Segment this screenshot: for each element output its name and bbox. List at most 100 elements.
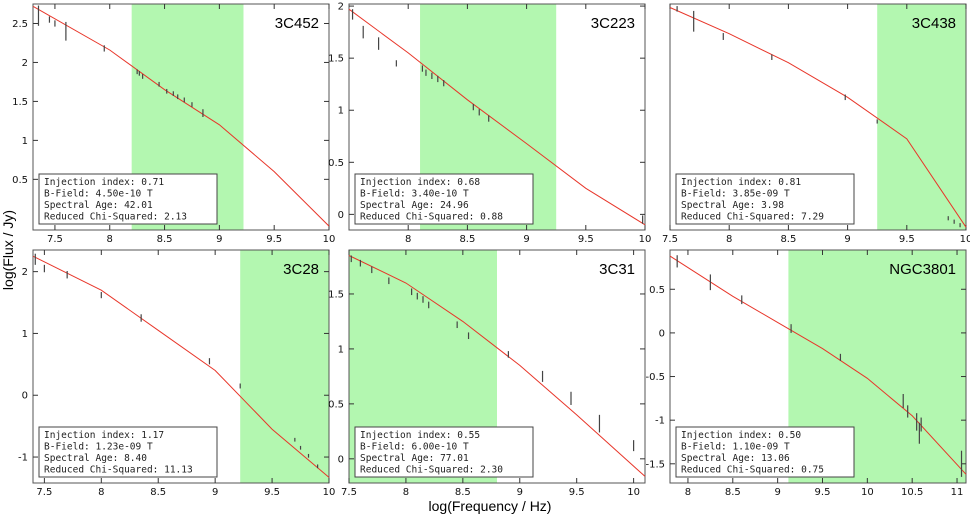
x-tick-label: 8.5 [459, 234, 475, 245]
fit-info-line: Reduced Chi-Squared: 0.75 [681, 465, 824, 476]
x-tick-label: 11 [951, 487, 964, 498]
fit-info-line: Reduced Chi-Squared: 2.13 [44, 212, 187, 223]
x-tick-label: 8 [107, 234, 113, 245]
fit-region-band [240, 250, 329, 483]
panel-frame [669, 3, 967, 231]
panel-frame [348, 3, 646, 231]
panel-frame [32, 3, 330, 231]
panel-title: 3C223 [591, 15, 635, 32]
x-tick-label: 7.5 [47, 234, 63, 245]
panel-3c223: 8 8.5 9 9.5 10 0 0.5 1 1.5 2 3C223 Injection index:… [328, 2, 651, 245]
fit-region-band [877, 4, 966, 230]
y-tick-label: 2.5 [12, 19, 28, 30]
y-tick-label: 0.5 [12, 175, 28, 186]
x-tick-label: 10.5 [901, 487, 923, 498]
x-tick-label: 10 [323, 234, 336, 245]
x-tick-label: 10 [627, 487, 640, 498]
x-tick-label: 9 [523, 234, 529, 245]
panel-frame [669, 249, 967, 484]
y-tick-label: 2 [22, 267, 28, 278]
fit-info-box [354, 426, 534, 478]
fit-info-line: Injection index: 0.55 [360, 430, 480, 441]
panel-title: NGC3801 [889, 261, 956, 278]
y-tick-label: 1.5 [12, 97, 28, 108]
fit-info-line: Reduced Chi-Squared: 0.88 [360, 212, 503, 223]
x-tick-label: 9.5 [578, 234, 594, 245]
fit-info-line: Injection index: 0.81 [681, 177, 801, 188]
fit-info-line: B-Field: 6.00e-10 T [360, 442, 469, 453]
x-tick-label: 7.5 [341, 487, 357, 498]
fit-info-line: Injection index: 1.17 [44, 430, 164, 441]
fit-info-line: B-Field: 4.50e-10 T [44, 189, 153, 200]
panel-3c28: 7.5 8 8.5 9 9.5 10 -1 0 1 2 3C28 Injection index: 1… [18, 249, 336, 498]
model-curve [669, 7, 967, 228]
y-tick-label: -1 [18, 453, 28, 464]
fit-info-line: Injection index: 0.50 [681, 430, 801, 441]
model-curve [32, 255, 330, 478]
model-curve [669, 255, 967, 475]
panel-frame [32, 249, 330, 484]
fit-info-line: Spectral Age: 3.98 [681, 200, 784, 211]
x-tick-label: 9.5 [569, 487, 585, 498]
fit-info-line: B-Field: 3.40e-10 T [360, 189, 469, 200]
x-tick-label: 8.5 [725, 487, 741, 498]
fit-info-box [38, 426, 218, 478]
fit-info-line: Injection index: 0.68 [360, 177, 480, 188]
y-tick-label: 1.5 [328, 54, 344, 65]
model-curve [348, 8, 646, 226]
y-tick-label: 0 [338, 210, 344, 221]
x-tick-label: 9 [774, 487, 780, 498]
fit-info-line: Spectral Age: 42.01 [44, 200, 153, 211]
fit-info-box [38, 173, 218, 225]
x-tick-label: 9 [212, 487, 218, 498]
y-axis-title: log(Flux / Jy) [0, 210, 16, 290]
y-tick-label: -1.5 [645, 459, 665, 470]
x-tick-label: 10 [960, 234, 970, 245]
fit-info-line: Injection index: 0.71 [44, 177, 164, 188]
x-tick-label: 8 [98, 487, 104, 498]
fit-info-box [675, 426, 855, 478]
x-tick-label: 10 [639, 234, 652, 245]
fit-info-box [354, 173, 534, 225]
x-tick-label: 8.5 [157, 234, 173, 245]
fit-info-line: Spectral Age: 8.40 [44, 453, 147, 464]
fit-info-line: Spectral Age: 77.01 [360, 453, 469, 464]
x-tick-label: 9.5 [264, 487, 280, 498]
panel-title: 3C438 [912, 15, 956, 32]
y-tick-label: 0 [659, 328, 665, 339]
y-tick-label: 0.5 [328, 158, 344, 169]
fit-info-line: B-Field: 1.23e-09 T [44, 442, 153, 453]
panel-3c438: 7.5 8 8.5 9 9.5 10 3C438 Injection index: 0.81B… [662, 3, 970, 245]
panel-3c31: 7.5 8 8.5 9 9.5 10 0 0.5 1 1.5 3C31 Injection index… [328, 249, 646, 498]
x-tick-label: 9.5 [815, 487, 831, 498]
fit-info-line: B-Field: 1.10e-09 T [681, 442, 790, 453]
model-curve [348, 255, 646, 477]
x-tick-label: 9.5 [899, 234, 915, 245]
x-tick-label: 8 [403, 487, 409, 498]
y-tick-label: 1 [338, 106, 344, 117]
x-tick-label: 9.5 [266, 234, 282, 245]
panel-3c452: 7.5 8 8.5 9 9.5 10 0.5 1 1.5 2 2.5 3C452 Injection i… [12, 3, 336, 245]
y-tick-label: 0.5 [328, 399, 344, 410]
y-tick-label: 1 [22, 136, 28, 147]
x-tick-label: 9 [216, 234, 222, 245]
x-tick-label: 8.5 [455, 487, 471, 498]
panel-frame [348, 249, 646, 484]
x-axis-title: log(Frequency / Hz) [429, 498, 552, 514]
y-tick-label: 0 [22, 391, 28, 402]
panel-ngc3801: 8 8.5 9 9.5 10 10.5 11 -1.5 -1 -0.5 0 0.5 NGC3801 Inj… [645, 249, 967, 498]
x-tick-label: 10 [323, 487, 336, 498]
x-tick-label: 7.5 [662, 234, 678, 245]
fit-info-line: B-Field: 3.85e-09 T [681, 189, 790, 200]
fit-info-line: Reduced Chi-Squared: 2.30 [360, 465, 503, 476]
panel-title: 3C31 [599, 261, 635, 278]
x-tick-label: 8 [685, 487, 691, 498]
y-tick-label: -0.5 [645, 372, 665, 383]
y-tick-label: 0 [338, 454, 344, 465]
x-tick-label: 8 [726, 234, 732, 245]
fit-info-line: Reduced Chi-Squared: 7.29 [681, 212, 824, 223]
y-tick-label: 1.5 [328, 289, 344, 300]
x-tick-label: 10 [861, 487, 874, 498]
